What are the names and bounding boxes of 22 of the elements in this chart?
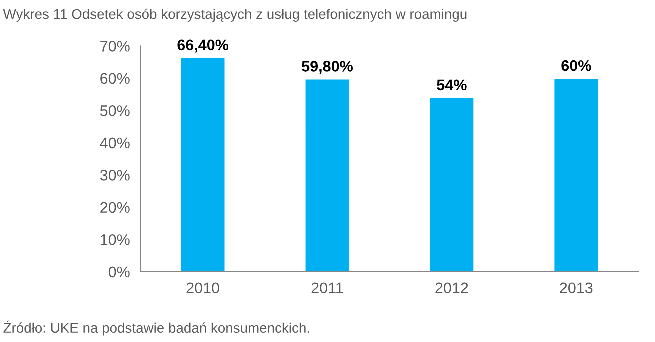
y-tick-label: 10%: [100, 234, 130, 246]
y-tick-label: 60%: [100, 73, 130, 84]
bar: [428, 97, 476, 272]
bar: [180, 57, 226, 272]
y-tick-label: 0%: [108, 266, 130, 278]
y-tick-label: 40%: [100, 138, 130, 149]
x-tick-label: 2010: [186, 282, 220, 294]
data-label: 59,80%: [302, 61, 354, 74]
x-tick-label: 2013: [560, 282, 593, 294]
y-tick-label: 20%: [100, 202, 130, 214]
x-tick-label: 2011: [312, 282, 344, 294]
bar: [553, 78, 600, 272]
y-tick-label: 70%: [100, 41, 130, 52]
data-label: 54%: [437, 80, 467, 91]
x-tick-label: 2012: [436, 282, 468, 294]
y-tick-label: 50%: [100, 106, 130, 116]
chart-title: Wykres 11 Odsetek osób korzystających z usług telefonicznych w roamingu: [3, 8, 467, 22]
y-tick-label: 30%: [100, 170, 130, 181]
data-label: 60%: [562, 60, 592, 72]
text: Źródło: UKE na podstawie badań konsumenckich.: [4, 320, 310, 336]
data-label: 66,40%: [178, 40, 229, 53]
bar: [304, 78, 351, 272]
